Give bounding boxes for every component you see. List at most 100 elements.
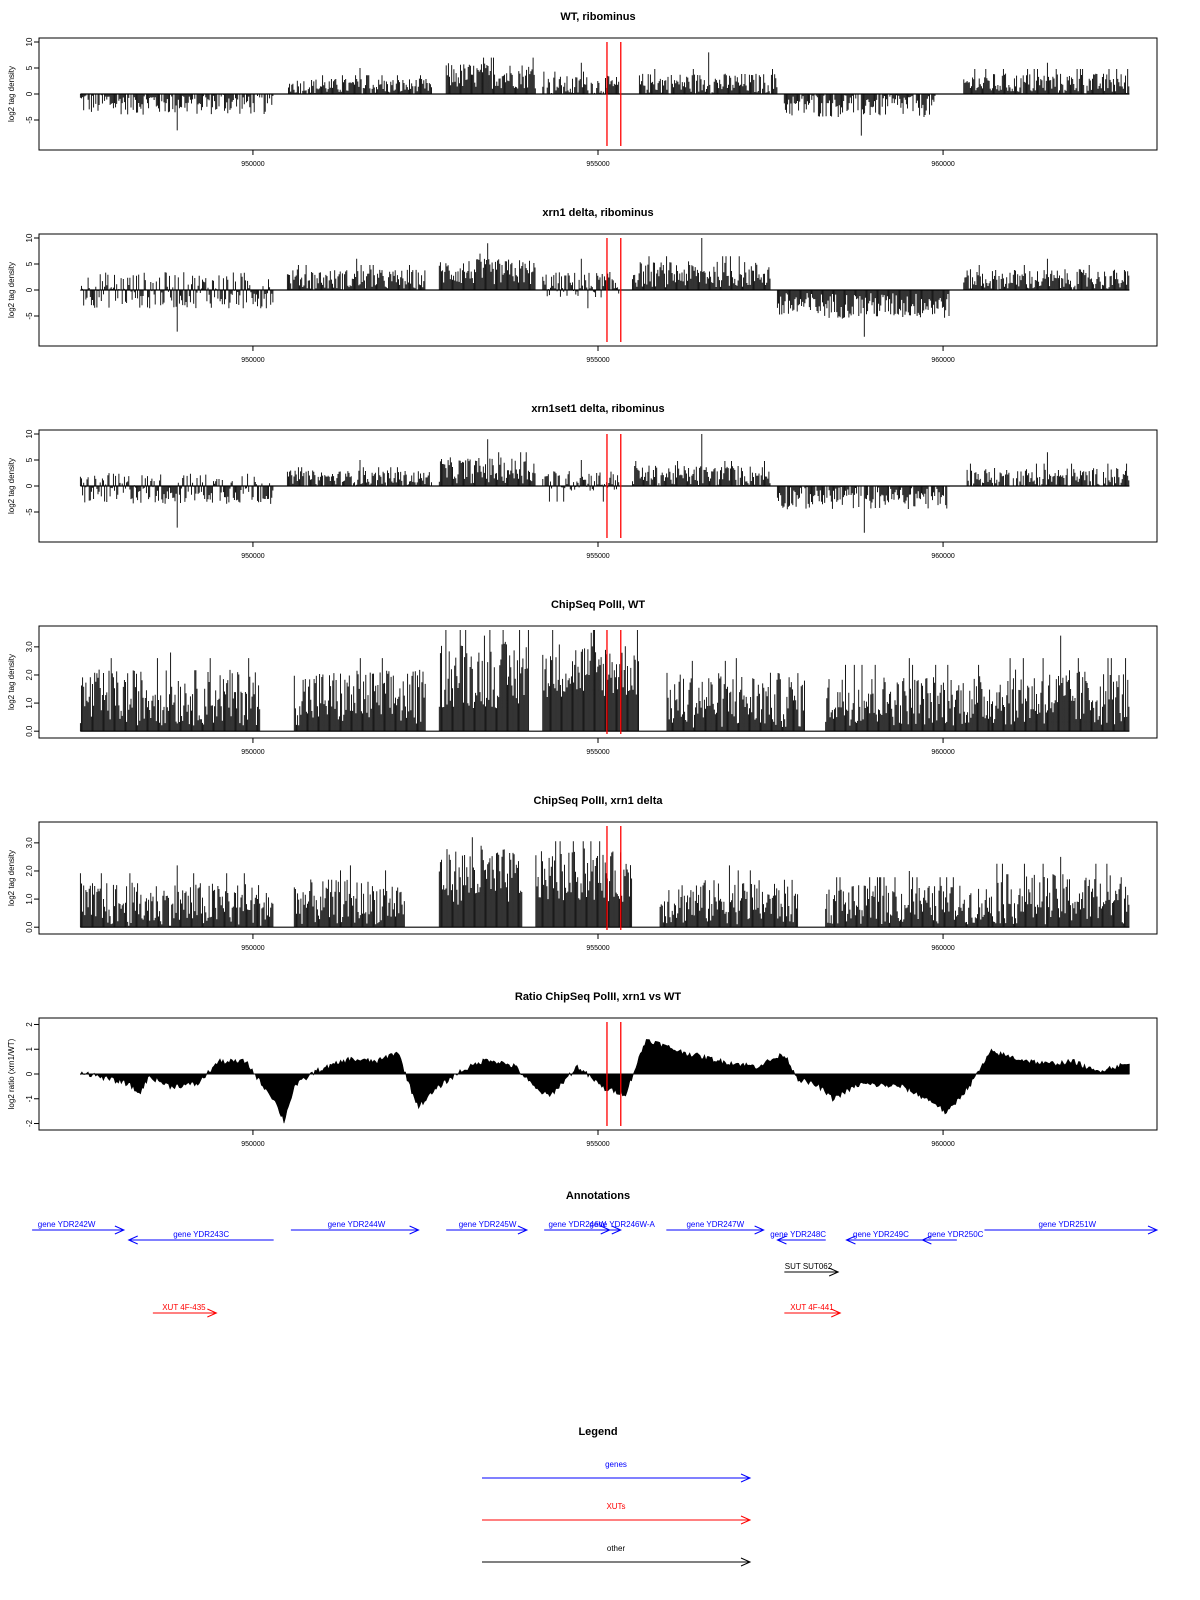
y-tick-label: -5 [25,508,34,516]
signal-bars [535,841,633,928]
signal-bars [79,865,274,928]
y-tick-label: 1.0 [25,893,34,905]
signal-bars [666,658,805,732]
feature-label: gene YDR247W [686,1220,744,1229]
signal-segment-5 [632,238,771,290]
annotation-feature: XUT 4F-441 [784,1303,842,1318]
x-tick-label: 950000 [241,749,264,756]
signal-segment-4 [542,62,620,94]
y-tick-label: 0 [25,483,34,488]
signal-bars [659,865,799,928]
signal-bars [963,452,1130,486]
signal-bars [542,460,620,502]
signal-segment-1 [79,473,274,528]
signal-segment-1 [79,272,274,332]
feature-arrow-head [127,1235,138,1245]
y-tick-label: 0.0 [25,725,34,737]
signal-bars [542,62,620,94]
signal-segment-4 [535,841,633,928]
signal-bars [79,652,261,732]
feature-arrow-head [831,1308,842,1318]
feature-arrow-head [845,1235,856,1245]
x-tick-label: 960000 [931,749,954,756]
data-series [79,837,1130,928]
signal-segment-2 [293,658,426,732]
y-tick-label: 10 [25,233,34,242]
feature-label: gene YDR243C [173,1230,229,1239]
y-tick-label: 0 [25,91,34,96]
signal-segment-2 [286,460,432,486]
x-tick-label: 955000 [586,161,609,168]
signal-bars [783,94,937,136]
feature-label: gene YDR242W [38,1220,96,1229]
feature-label: gene YDR246W [548,1220,606,1229]
signal-segment-7 [963,452,1130,486]
signal-segment-5 [666,658,805,732]
feature-arrow-head [611,1225,623,1235]
annotation-feature: gene YDR244W [290,1220,420,1235]
legend-label: other [607,1544,626,1553]
y-tick-label: 0 [25,287,34,292]
signal-bars [776,486,950,533]
y-tick-label: 0 [25,1071,34,1076]
signal-segment-6 [825,658,992,732]
chart-title: ChipSeq PolII, WT [551,599,645,611]
legend-entry-other: other [482,1544,752,1567]
feature-arrow-head [114,1225,126,1235]
signal-bars [825,871,992,928]
x-tick-label: 955000 [586,749,609,756]
y-axis-label: log2 tag density [7,654,16,710]
signal-bars [293,865,405,928]
x-tick-label: 960000 [931,161,954,168]
x-tick-label: 955000 [586,357,609,364]
signal-bars [79,272,274,332]
chart-title: xrn1set1 delta, ribominus [531,403,664,415]
feature-arrow-head [207,1308,218,1318]
y-tick-label: 5 [25,457,34,462]
legend-label: XUTs [606,1502,625,1511]
legend-title: Legend [578,1426,617,1438]
signal-segment-2 [286,258,426,290]
signal-bars [776,290,950,337]
legend-arrow-head [740,1473,752,1483]
signal-bars [632,238,771,290]
y-tick-label: 1 [25,1046,34,1051]
chart-title: Ratio ChipSeq PolII, xrn1 vs WT [515,991,682,1003]
chart-title: xrn1 delta, ribominus [542,207,653,219]
x-tick-label: 955000 [586,945,609,952]
signal-bars [79,94,274,131]
x-tick-label: 955000 [586,553,609,560]
x-tick-label: 950000 [241,945,264,952]
y-axis-label: log2 tag density [7,458,16,514]
x-tick-label: 960000 [931,945,954,952]
annotation-feature: gene YDR246W [544,1220,611,1235]
signal-segment-6 [825,871,992,928]
y-tick-label: 5 [25,65,34,70]
annotation-feature: gene YDR248C [770,1230,826,1245]
signal-bars [963,62,1130,94]
data-series [80,1039,1130,1124]
y-axis-label: log2 tag density [7,262,16,318]
y-tick-label: -1 [25,1095,34,1103]
legend-label: genes [605,1460,627,1469]
legend-entry-xuts: XUTs [482,1502,752,1525]
feature-arrow-head [776,1235,787,1245]
y-axis-label: log2 tag density [7,66,16,122]
signal-segment-2 [293,865,405,928]
data-series [79,238,1130,337]
x-tick-label: 950000 [241,553,264,560]
y-axis-label: log2 ratio (xrn1/WT) [7,1038,16,1109]
y-tick-label: -5 [25,116,34,124]
signal-bars [438,439,536,486]
chart-panel-5: ChipSeq PolII, xrn1 delta 0.0 1.0 2.0 3.0 log… [7,795,1158,952]
signal-segment-5 [638,52,778,94]
annotation-feature: XUT 4F-435 [152,1303,218,1318]
signal-bars [445,57,536,94]
annotation-feature: gene YDR251W [984,1220,1159,1235]
feature-label: gene YDR248C [770,1230,826,1239]
y-tick-label: 10 [25,429,34,438]
annotation-feature: SUT SUT062 [784,1262,840,1277]
signal-bars [542,630,639,732]
